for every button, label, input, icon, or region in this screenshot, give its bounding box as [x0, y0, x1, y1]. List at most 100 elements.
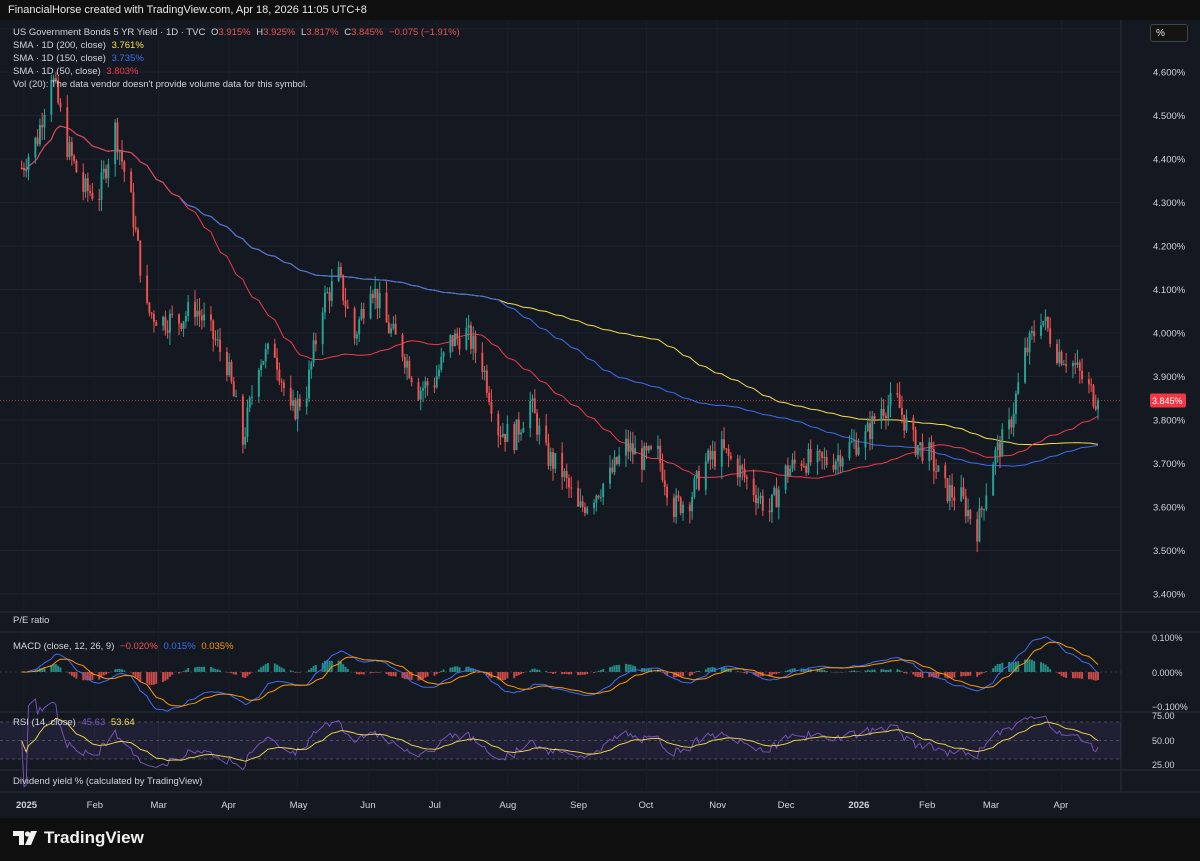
candle-body[interactable] [86, 178, 89, 191]
candle-body[interactable] [184, 316, 187, 322]
candle-body[interactable] [688, 504, 691, 512]
candle-body[interactable] [629, 443, 632, 452]
candle-body[interactable] [887, 405, 890, 419]
candle-body[interactable] [314, 340, 317, 345]
candle-body[interactable] [294, 400, 297, 420]
candle-body[interactable] [928, 442, 931, 462]
candle-body[interactable] [565, 471, 568, 479]
candle-body[interactable] [953, 497, 956, 501]
candle-body[interactable] [465, 327, 468, 350]
candle-body[interactable] [244, 436, 247, 445]
candle-body[interactable] [235, 396, 237, 398]
candle-body[interactable] [885, 415, 887, 419]
candle-body[interactable] [1094, 406, 1097, 410]
candle-body[interactable] [602, 483, 605, 498]
candle-body[interactable] [531, 398, 534, 401]
candle-body[interactable] [789, 468, 792, 476]
candle-body[interactable] [647, 446, 650, 451]
candle-body[interactable] [570, 487, 573, 489]
candle-body[interactable] [599, 497, 602, 499]
candle-body[interactable] [212, 320, 215, 339]
candle-body[interactable] [52, 78, 55, 81]
candle-body[interactable] [419, 390, 422, 400]
candle-body[interactable] [118, 151, 121, 153]
candle-body[interactable] [739, 465, 741, 478]
candle-body[interactable] [374, 288, 377, 298]
candle-body[interactable] [549, 452, 552, 466]
candle-body[interactable] [755, 495, 757, 504]
candle-body[interactable] [36, 137, 39, 145]
candle-body[interactable] [1074, 363, 1077, 365]
macd-legend[interactable]: MACD (close, 12, 26, 9) −0.020% 0.015% 0… [13, 641, 237, 652]
candle-body[interactable] [451, 335, 454, 347]
candle-body[interactable] [1024, 347, 1027, 383]
candle-body[interactable] [1090, 384, 1093, 386]
candle-body[interactable] [597, 495, 600, 498]
candle-body[interactable] [392, 323, 395, 329]
candle-body[interactable] [661, 463, 664, 481]
candle-body[interactable] [679, 497, 682, 514]
candle-body[interactable] [513, 424, 516, 450]
candle-body[interactable] [312, 340, 315, 363]
candle-body[interactable] [545, 425, 548, 443]
candle-body[interactable] [552, 452, 554, 469]
candle-body[interactable] [488, 392, 491, 403]
candle-body[interactable] [387, 322, 390, 334]
candle-body[interactable] [296, 398, 299, 420]
candle-body[interactable] [257, 369, 260, 397]
candle-body[interactable] [148, 302, 151, 313]
candle-body[interactable] [1056, 343, 1058, 363]
candle-body[interactable] [905, 417, 908, 431]
candle-body[interactable] [371, 293, 374, 298]
candle-body[interactable] [267, 343, 269, 350]
candle-body[interactable] [855, 440, 858, 455]
candle-body[interactable] [579, 501, 582, 507]
candle-body[interactable] [23, 168, 25, 171]
sma50-legend[interactable]: SMA · 1D (50, close) 3.803% [13, 66, 142, 77]
candle-body[interactable] [727, 448, 730, 456]
candle-body[interactable] [866, 423, 869, 432]
candle-body[interactable] [75, 160, 78, 173]
candle-body[interactable] [454, 333, 456, 347]
candle-body[interactable] [663, 480, 666, 487]
candle-body[interactable] [554, 453, 557, 469]
candle-body[interactable] [162, 316, 165, 326]
candle-body[interactable] [123, 161, 126, 172]
candle-body[interactable] [791, 459, 794, 469]
candle-body[interactable] [999, 442, 1001, 457]
candle-body[interactable] [116, 122, 119, 153]
candle-body[interactable] [951, 485, 954, 498]
candle-body[interactable] [691, 497, 694, 512]
candle-body[interactable] [228, 361, 231, 376]
candle-body[interactable] [203, 314, 206, 321]
candle-body[interactable] [91, 192, 94, 199]
candle-body[interactable] [839, 455, 842, 467]
candle-body[interactable] [1010, 419, 1013, 428]
candle-body[interactable] [433, 385, 436, 388]
candle-body[interactable] [403, 357, 406, 368]
candle-body[interactable] [944, 465, 947, 479]
candle-body[interactable] [536, 413, 539, 435]
candle-body[interactable] [930, 442, 933, 450]
candle-body[interactable] [743, 469, 746, 478]
candle-body[interactable] [483, 370, 486, 373]
candle-body[interactable] [376, 288, 379, 309]
candle-body[interactable] [102, 168, 105, 173]
candle-body[interactable] [298, 398, 301, 407]
candle-body[interactable] [100, 172, 103, 200]
candle-body[interactable] [43, 114, 46, 128]
candle-body[interactable] [650, 446, 653, 449]
candle-body[interactable] [841, 458, 844, 467]
candle-body[interactable] [723, 439, 726, 449]
candle-body[interactable] [807, 449, 810, 473]
candle-body[interactable] [84, 178, 87, 192]
candle-body[interactable] [1071, 363, 1074, 367]
candle-body[interactable] [485, 370, 488, 393]
candle-body[interactable] [1040, 325, 1042, 336]
candle-body[interactable] [360, 308, 363, 320]
sma150-legend[interactable]: SMA · 1D (150, close) 3.735% [13, 53, 147, 64]
candle-body[interactable] [992, 464, 995, 496]
candle-body[interactable] [330, 281, 333, 301]
candle-body[interactable] [962, 487, 965, 497]
candle-body[interactable] [82, 172, 85, 192]
